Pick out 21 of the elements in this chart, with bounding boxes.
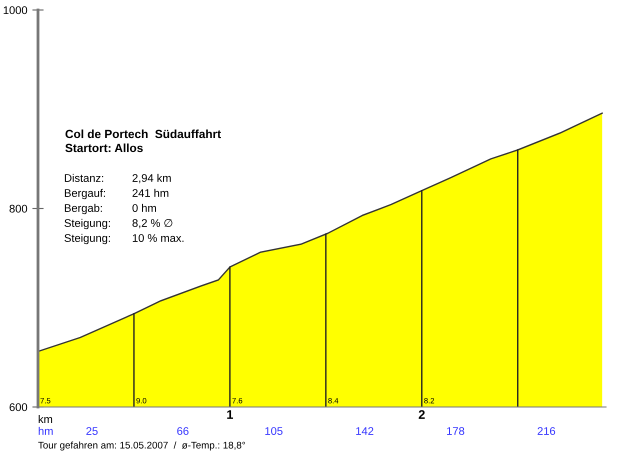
x-tick-label: 2 [418,410,425,419]
text: 25 [86,427,98,435]
x-tick-label: 1 [227,410,234,419]
text: 66 [177,427,189,435]
text: Distanz: 2,94 km [64,174,171,184]
text: Tour gefahren am: 15.05.2007 / ø-Temp.: 18,8° [38,441,246,451]
text: 178 [447,427,464,435]
text: 142 [356,427,374,435]
y-tick-label: 1000 [4,6,28,14]
y-tick-label: 600 [10,403,28,412]
text: Steigung: 8,2 % ∅ [64,218,172,230]
text: Steigung: 10 % max. [64,234,184,244]
text: Bergauf: 241 hm [64,188,168,200]
text: hm [38,426,53,435]
text: Bergab: 0 hm [64,204,156,214]
y-tick-label: 800 [10,204,28,213]
text: 105 [265,427,283,435]
x-axis-title: km [38,414,52,423]
text: 216 [538,427,556,435]
text: Startort: Allos [65,144,143,152]
text: Col de Portech Südauffahrt [65,130,221,138]
